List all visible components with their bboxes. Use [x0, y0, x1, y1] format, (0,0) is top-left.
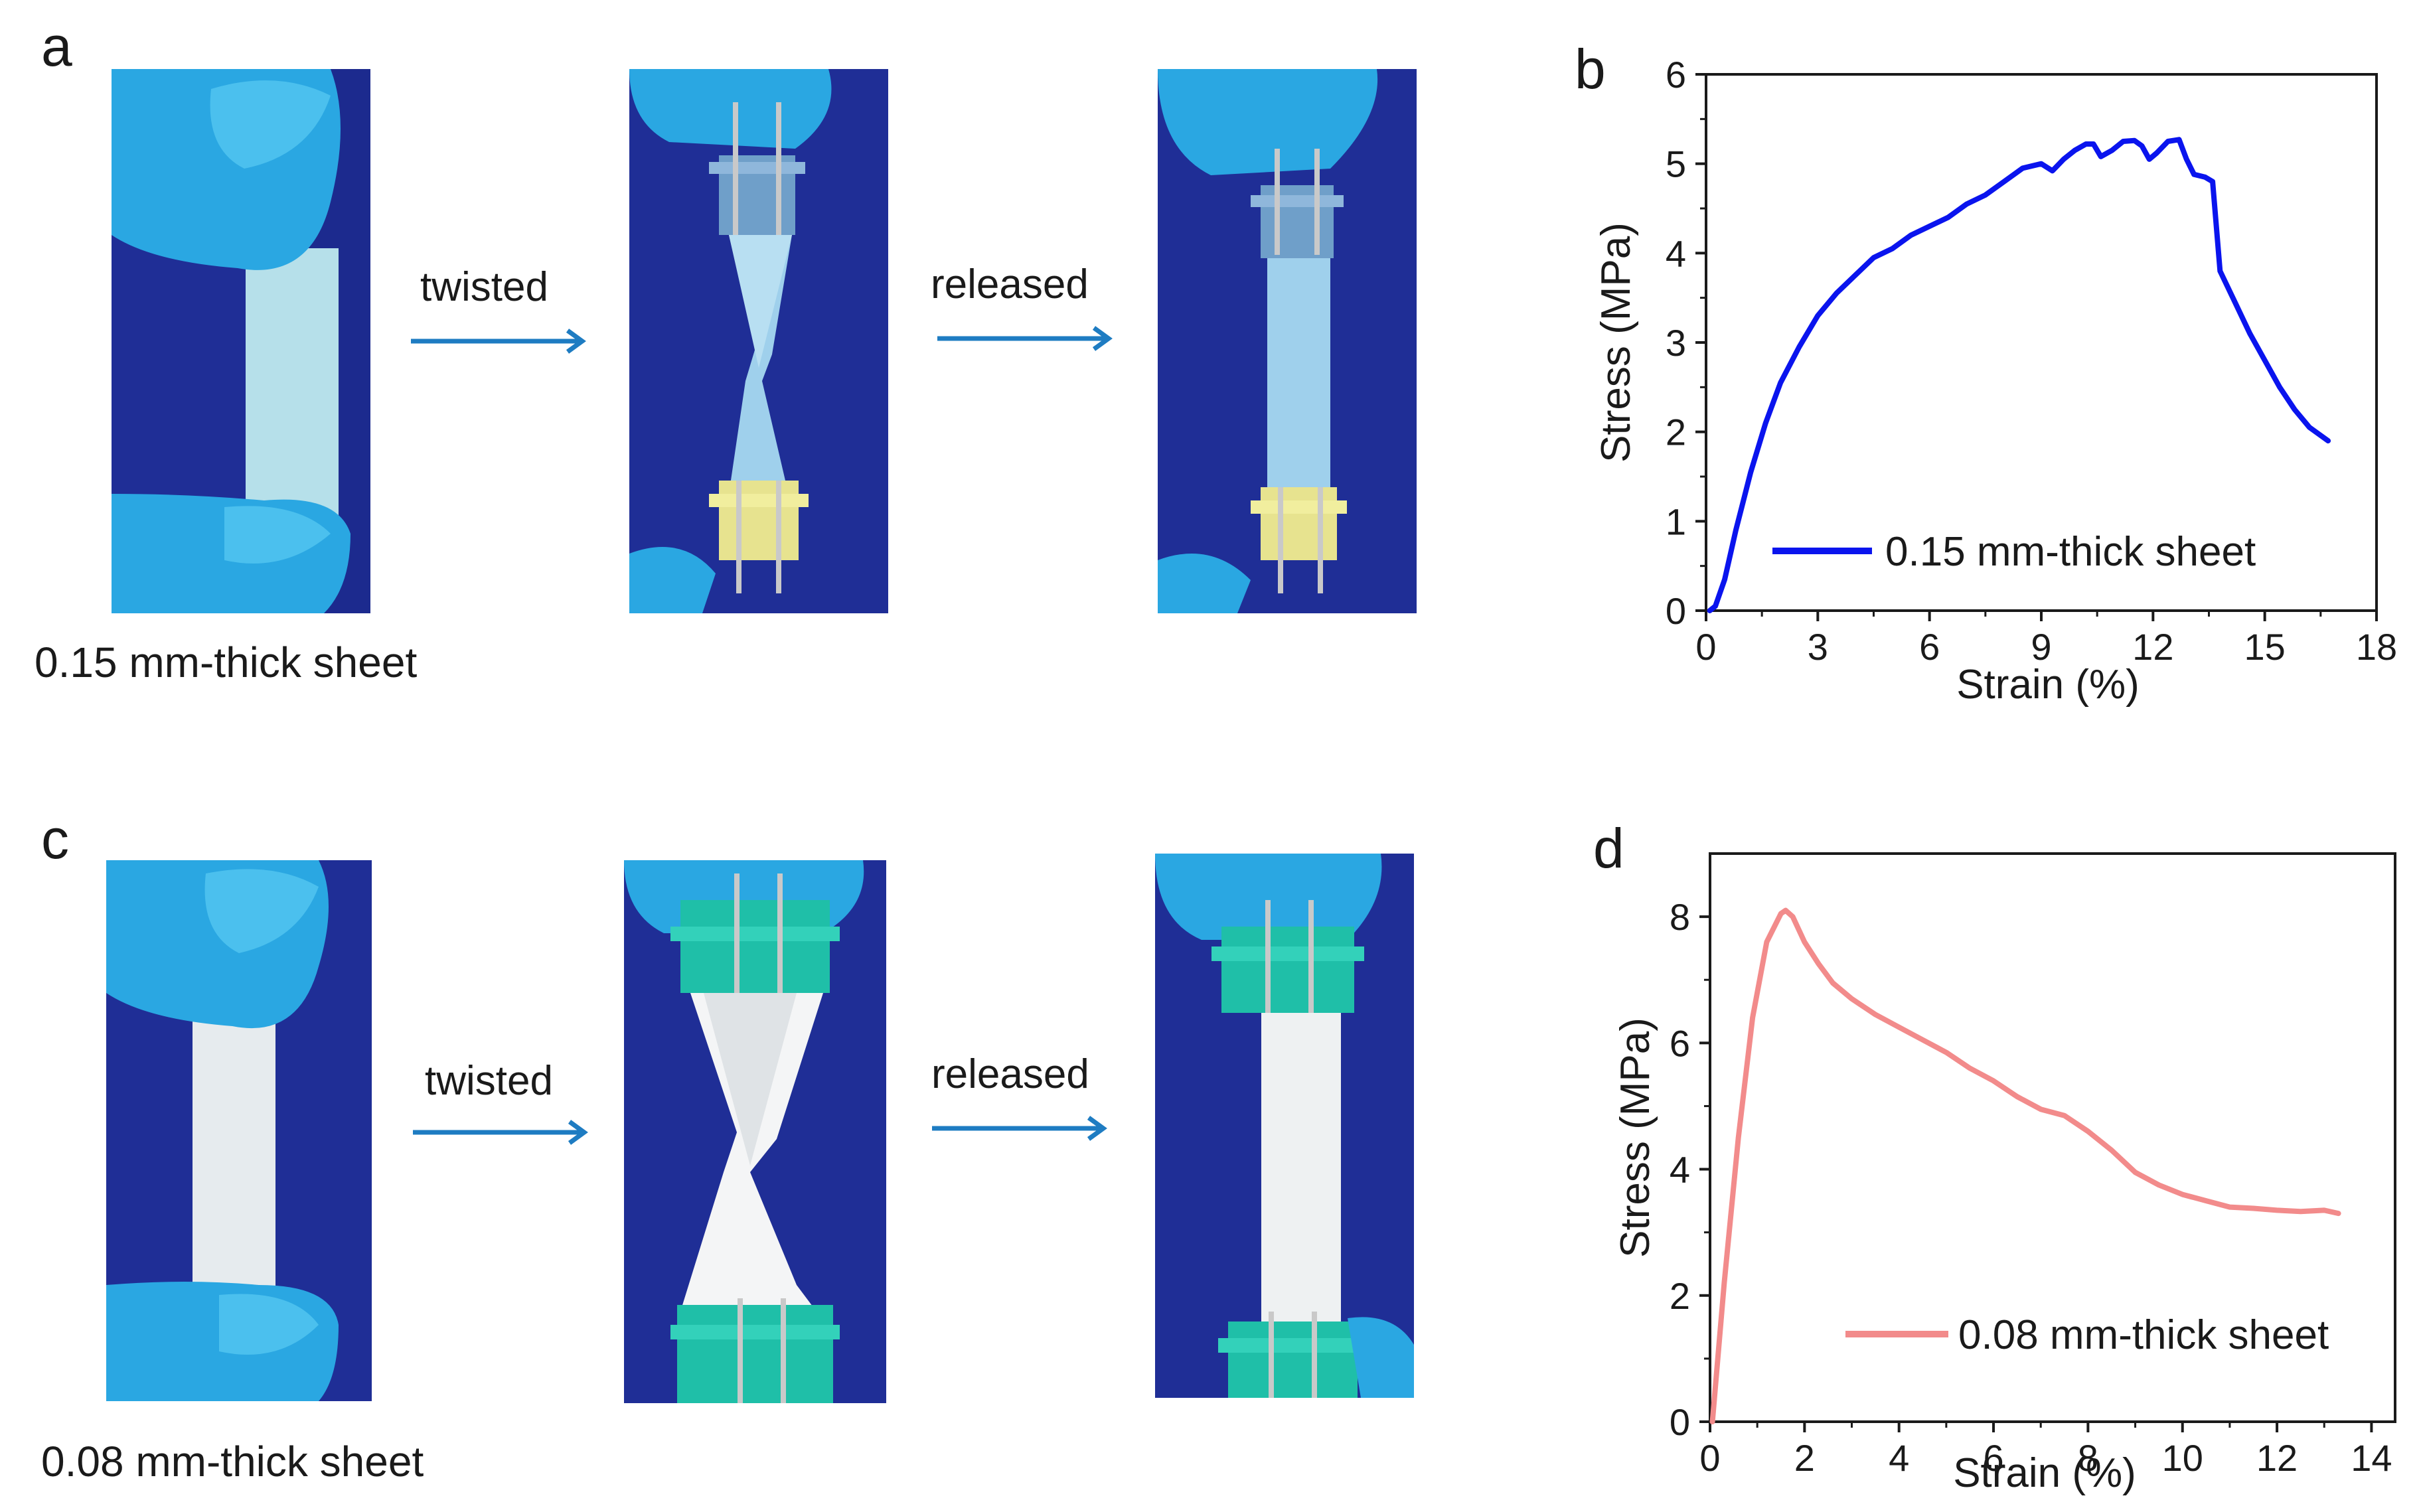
legend-text-d: 0.08 mm-thick sheet — [1958, 1312, 2329, 1358]
y-tick-label: 0 — [1666, 590, 1686, 632]
x-tick-label: 12 — [2256, 1437, 2298, 1479]
x-tick-label: 9 — [2031, 626, 2051, 668]
sheet-released — [1261, 1013, 1341, 1325]
panel-letter-a: a — [41, 15, 72, 78]
clip-top — [680, 900, 830, 993]
arrow-label-released-a: released — [931, 262, 1089, 307]
arrow-released-c — [932, 1116, 1107, 1141]
photo-a-twisted — [629, 69, 888, 613]
panel-letter-c: c — [41, 808, 69, 870]
x-tick-label: 4 — [1889, 1437, 1909, 1479]
caption-c: 0.08 mm-thick sheet — [41, 1438, 424, 1485]
photo-c-original — [106, 860, 372, 1401]
clip-bottom — [677, 1305, 833, 1403]
sheet-strip — [246, 248, 339, 540]
photo-c-twisted — [624, 860, 886, 1403]
y-tick-label: 2 — [1670, 1275, 1690, 1317]
plot-frame — [1709, 852, 2396, 1423]
x-axis-title-b: Strain (%) — [1956, 662, 2140, 708]
y-tick-label: 1 — [1666, 500, 1686, 542]
clip-bottom — [719, 481, 799, 560]
clip-bottom — [1261, 487, 1337, 560]
y-axis-title-b: Stress (MPa) — [1593, 222, 1639, 463]
x-tick-label: 14 — [2351, 1437, 2392, 1479]
y-tick-label: 0 — [1670, 1401, 1690, 1443]
y-tick-label: 3 — [1666, 322, 1686, 364]
clip-bottom — [1228, 1322, 1358, 1398]
chart-d: 0 2 4 6 8 10 12 14 0 2 4 6 8 0.08 mm-thick sheet Str… — [1612, 852, 2396, 1496]
x-tick-label: 18 — [2356, 626, 2397, 668]
series-line — [1709, 907, 2341, 1424]
y-tick-label: 6 — [1670, 1022, 1690, 1064]
x-tick-label: 0 — [1699, 1437, 1720, 1479]
y-tick-label: 4 — [1670, 1149, 1690, 1191]
y-tick-label: 4 — [1666, 232, 1686, 274]
x-tick-label: 12 — [2132, 626, 2173, 668]
panel-letter-d: d — [1593, 817, 1624, 879]
sheet-released — [1267, 258, 1330, 494]
photo-a-released — [1158, 69, 1417, 613]
x-tick-label: 2 — [1794, 1437, 1815, 1479]
y-tick-label: 6 — [1666, 54, 1686, 96]
x-tick-label: 15 — [2244, 626, 2286, 668]
legend-text-b: 0.15 mm-thick sheet — [1885, 529, 2256, 575]
y-tick-label: 5 — [1666, 143, 1686, 185]
x-tick-label: 3 — [1808, 626, 1828, 668]
x-tick-label: 6 — [1983, 1437, 2003, 1479]
clip-top — [1221, 927, 1354, 1013]
series-line — [1707, 137, 2331, 613]
arrow-released-a — [937, 326, 1113, 351]
arrow-twisted-c — [413, 1120, 588, 1145]
sheet-strip — [193, 1006, 275, 1312]
caption-a: 0.15 mm-thick sheet — [35, 639, 418, 686]
x-tick-label: 0 — [1695, 626, 1716, 668]
x-axis-title-d: Strain (%) — [1953, 1450, 2136, 1496]
panel-letter-b: b — [1575, 38, 1606, 100]
x-tick-label: 8 — [2078, 1437, 2098, 1479]
y-tick-label: 2 — [1666, 412, 1686, 453]
x-tick-label: 6 — [1919, 626, 1940, 668]
photo-c-released — [1155, 854, 1414, 1398]
y-axis-title-d: Stress (MPa) — [1612, 1018, 1658, 1258]
arrow-label-twisted-c: twisted — [425, 1058, 553, 1104]
arrow-label-twisted-a: twisted — [420, 264, 548, 310]
x-tick-label: 10 — [2162, 1437, 2203, 1479]
arrow-twisted-a — [411, 329, 586, 354]
photo-a-original — [112, 69, 370, 613]
arrow-label-released-c: released — [931, 1051, 1089, 1097]
y-tick-label: 8 — [1670, 896, 1690, 938]
